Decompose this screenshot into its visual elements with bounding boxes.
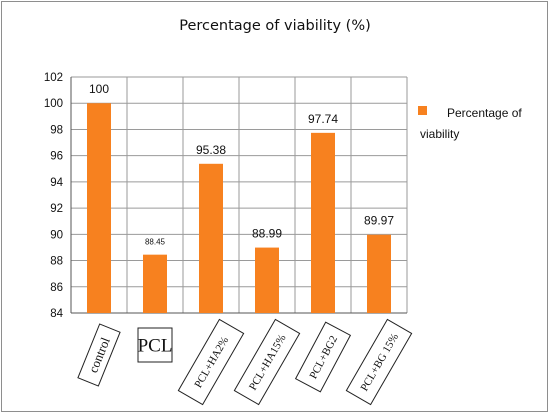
category-label-box bbox=[177, 318, 245, 406]
y-tick-label: 100 bbox=[44, 98, 63, 110]
bar bbox=[255, 247, 279, 313]
category-labels: control PCL PCL+HA2% PCL+HA15% PCL+BG2 PCL+BG… bbox=[77, 318, 413, 406]
bar-value-label: 88.99 bbox=[252, 227, 282, 241]
category-label-text: PCL bbox=[138, 336, 173, 357]
category-label: control bbox=[77, 323, 121, 387]
y-tick-label: 90 bbox=[50, 229, 63, 241]
bar bbox=[143, 254, 167, 313]
bar-value-label: 95.38 bbox=[196, 143, 226, 157]
category-label: PCL+HA2% bbox=[177, 318, 245, 406]
y-tick-label: 102 bbox=[44, 72, 63, 84]
category-label-box bbox=[345, 318, 413, 406]
gridlines bbox=[70, 76, 408, 314]
y-tick-label: 84 bbox=[50, 308, 63, 320]
category-label: PCL+BG 15% bbox=[345, 318, 413, 406]
category-label: PCL+HA15% bbox=[233, 318, 301, 406]
bar bbox=[87, 103, 111, 313]
bars bbox=[87, 103, 391, 313]
bar-value-label: 100 bbox=[89, 82, 109, 96]
y-tick-label: 86 bbox=[50, 282, 63, 294]
category-label-box bbox=[77, 323, 121, 387]
category-label: PCL bbox=[137, 327, 173, 363]
category-label-box bbox=[233, 318, 301, 406]
bar-value-label: 89.97 bbox=[364, 214, 394, 228]
axes: 84 86 88 90 92 94 96 98 100 102 bbox=[44, 72, 407, 320]
bar bbox=[311, 132, 335, 313]
y-tick-label: 98 bbox=[50, 124, 63, 136]
category-label-box bbox=[294, 321, 352, 393]
bar-value-label: 97.74 bbox=[308, 112, 338, 126]
y-tick-label: 96 bbox=[50, 151, 63, 163]
category-label-box bbox=[137, 327, 173, 363]
y-tick-label: 92 bbox=[50, 203, 63, 215]
chart-title: Percentage of viability (%) bbox=[179, 18, 371, 34]
y-tick-label: 94 bbox=[50, 177, 63, 189]
legend-label: Percentage of bbox=[447, 106, 522, 120]
bar bbox=[367, 234, 391, 313]
value-labels: 100 88.45 95.38 88.99 97.74 89.97 bbox=[89, 82, 394, 246]
category-label: PCL+BG2 bbox=[294, 321, 352, 393]
legend-swatch bbox=[418, 106, 427, 115]
y-tick-label: 88 bbox=[50, 256, 63, 268]
bar-value-label: 88.45 bbox=[145, 238, 166, 247]
legend-label-continued: viability bbox=[420, 127, 460, 141]
bar bbox=[199, 163, 223, 313]
